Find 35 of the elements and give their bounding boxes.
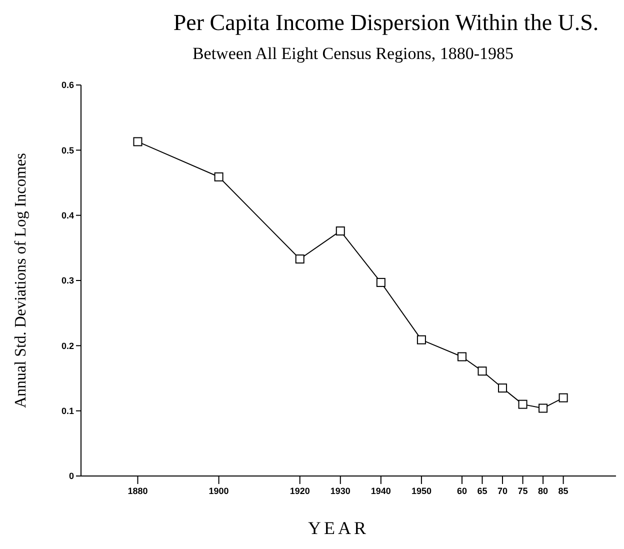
x-tick-label: 1880 — [128, 486, 148, 496]
point — [518, 400, 528, 409]
point — [133, 137, 142, 146]
x-tick-label: 85 — [558, 486, 568, 496]
x-axis-title: YEAR — [308, 518, 369, 539]
x-tick-label: 70 — [498, 486, 508, 496]
point — [478, 366, 487, 376]
point — [336, 226, 345, 236]
point — [498, 384, 508, 393]
y-tick-label: 0.2 — [61, 340, 74, 351]
x-tick-label: 65 — [477, 486, 488, 496]
x-tick-label: 75 — [518, 486, 528, 496]
y-axis-title: Annual Std. Deviations of Log Incomes — [12, 152, 30, 408]
x-tick-label: 1920 — [290, 486, 310, 496]
y-tick-label: 0.6 — [61, 80, 74, 90]
point — [457, 352, 466, 362]
chart-subtitle: Between All Eight Census Regions, 1880-1985 — [191, 44, 515, 64]
x-tick-label: 1950 — [411, 486, 432, 496]
x-tick-label: 60 — [456, 486, 467, 496]
point — [376, 278, 386, 287]
point — [214, 172, 224, 182]
x-tick-label: 1900 — [208, 486, 229, 496]
x-tick-label: 1930 — [330, 486, 350, 496]
y-tick-label: 0 — [68, 471, 74, 482]
y-tick-label: 0.5 — [61, 145, 74, 156]
point — [416, 335, 426, 344]
x-tick-label: 1940 — [370, 486, 391, 496]
y-tick-label: 0.4 — [61, 210, 74, 221]
point — [558, 393, 568, 402]
y-tick-label: 0.3 — [61, 276, 74, 286]
point — [295, 254, 304, 264]
y-tick-label: 0.1 — [61, 406, 74, 416]
chart-title: Per Capita Income Dispersion Within the U.S. — [172, 10, 600, 36]
x-tick-label: 80 — [538, 486, 548, 496]
point — [538, 404, 548, 413]
